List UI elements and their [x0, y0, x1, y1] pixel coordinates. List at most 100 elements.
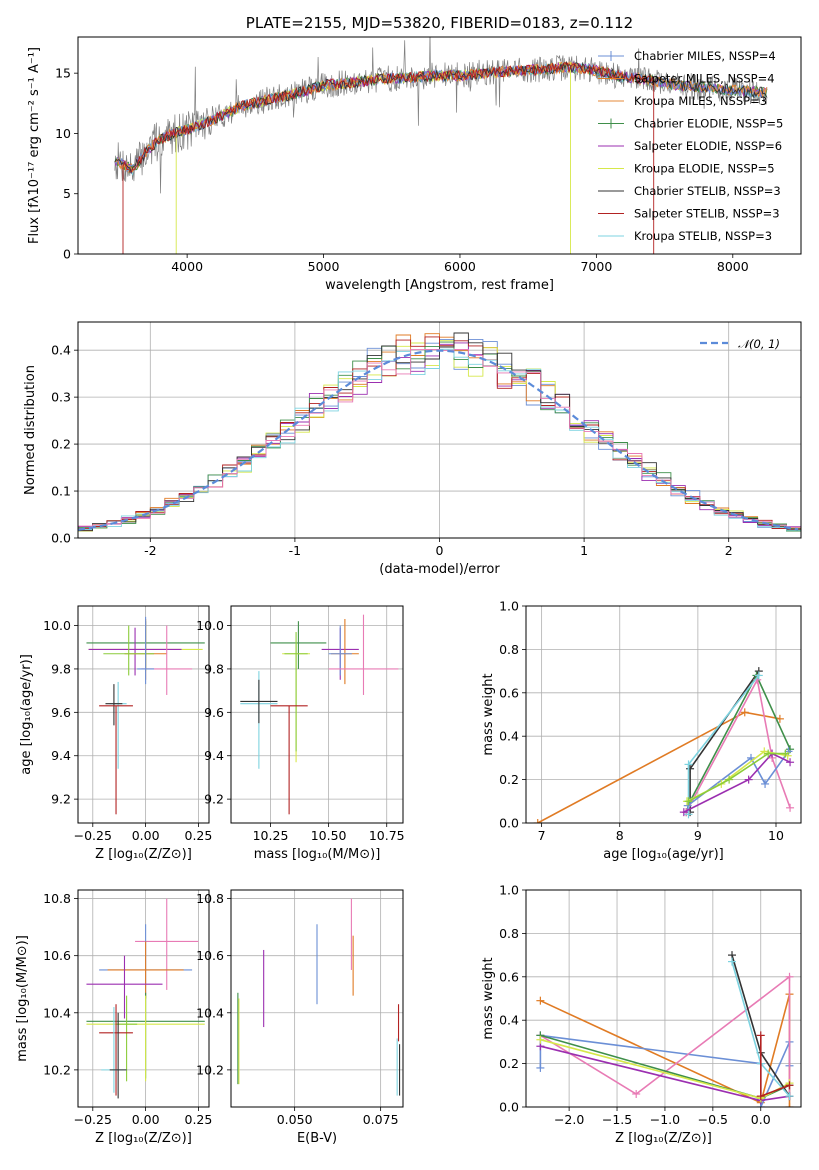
y-tick-label: 10.2 [43, 1062, 71, 1077]
x-axis-label: Z [log₁₀(Z/Z⊙)] [615, 1131, 712, 1146]
x-tick-label: 7 [538, 828, 546, 843]
weight-marker [786, 758, 795, 767]
y-tick-label: 9.2 [51, 792, 71, 807]
plot-area-mass_vs_ebv [237, 898, 401, 1096]
y-axis-label: mass weight [481, 673, 496, 755]
weight-marker [686, 764, 695, 773]
weight-marker [533, 819, 542, 823]
y-tick-label: 15 [55, 66, 71, 81]
errorbar-point [86, 995, 205, 1082]
y-tick-label: 5 [63, 186, 71, 201]
weight-line-pink [685, 677, 791, 813]
weight-marker [785, 1103, 794, 1107]
weight-marker [785, 1092, 794, 1101]
plot-area-residuals [78, 332, 801, 532]
legend-entry-label: Kroupa MILES, NSSP=3 [634, 94, 767, 108]
y-tick-label: 9.6 [51, 705, 71, 720]
weight-marker [684, 760, 693, 769]
y-tick-label: 0.3 [51, 390, 71, 405]
weight-marker [744, 775, 753, 784]
y-tick-label: 9.8 [51, 661, 71, 676]
y-axis-label: Normed distribution [23, 365, 38, 495]
axes-spectrum: 4000 5000 6000 7000 8000 0 5 10 15 wavelength [An… [27, 14, 802, 293]
y-tick-label: 1.0 [499, 599, 519, 614]
weight-marker [754, 671, 763, 680]
plot-area-age_vs_Z [86, 616, 205, 815]
x-tick-label: 10.50 [311, 828, 347, 843]
y-tick-label: 0.0 [499, 1100, 519, 1115]
errorbar-point [109, 1012, 127, 1099]
y-tick-label: 10 [55, 126, 71, 141]
x-tick-label: 0.25 [185, 1112, 213, 1127]
axes-frame [77, 36, 802, 255]
weight-marker [764, 749, 773, 758]
axes-weight_vs_Z: −2.0 −1.5 −1.0 −0.5 0.0 0.0 0.2 0.4 0.6 0.8 1.0 Z [… [481, 883, 802, 1146]
legend-entry-label: Salpeter STELIB, NSSP=3 [634, 207, 780, 221]
weight-marker [683, 801, 692, 810]
y-axis-label: Flux [fλ10⁻¹⁷ erg cm⁻² s⁻¹ A⁻¹] [27, 47, 42, 244]
errorbar-point [328, 614, 399, 695]
plot-area-age_vs_mass [240, 614, 399, 815]
legend-entry-label: Salpeter ELODIE, NSSP=6 [634, 139, 782, 153]
y-axis-label: mass weight [481, 957, 496, 1039]
plot-area-mass_vs_Z [86, 898, 205, 1099]
x-axis-label: mass [log₁₀(M/M⊙)] [254, 847, 381, 862]
errorbar-point [99, 1004, 133, 1096]
x-axis-label: Z [log₁₀(Z/Z⊙)] [95, 1131, 192, 1146]
errorbar-point [135, 898, 199, 990]
errorbar-point [103, 625, 155, 676]
errorbar-point [116, 995, 138, 1082]
y-tick-label: 10.6 [196, 948, 224, 963]
x-tick-label: -2 [144, 543, 156, 558]
x-axis-label: wavelength [Angstrom, rest frame] [325, 278, 554, 293]
errorbar-point [270, 705, 308, 815]
weight-line-salpeter-elodie [683, 752, 791, 813]
x-tick-label: 8 [616, 828, 624, 843]
weight-line-chabrier-miles [687, 750, 790, 807]
model-line-kroupa-elodie [175, 61, 571, 254]
y-tick-label: 0 [63, 247, 71, 262]
weight-marker [785, 972, 794, 981]
axes-frame [525, 889, 802, 1108]
x-tick-label: 0.25 [185, 828, 213, 843]
axes-age_vs_Z: −0.25 0.00 0.25 9.2 9.4 9.6 9.8 10.0 Z [log₁₀(Z/… [19, 605, 213, 862]
y-tick-label: 10.0 [196, 618, 224, 633]
weight-marker [679, 808, 688, 817]
chart-title: PLATE=2155, MJD=53820, FIBERID=0183, z=0… [246, 14, 633, 32]
errorbar-point [101, 1007, 127, 1093]
weight-line-chabrier-elodie [685, 673, 791, 813]
legend-entry-label: Salpeter MILES, NSSP=4 [634, 72, 775, 86]
y-tick-label: 9.8 [204, 661, 224, 676]
y-tick-label: 0.0 [51, 531, 71, 546]
y-tick-label: 0.2 [499, 772, 519, 787]
weight-line-lime [688, 752, 786, 803]
x-tick-label: 0 [436, 543, 444, 558]
weight-marker [725, 775, 734, 784]
axes-frame [230, 605, 404, 824]
legend-entry-label: Chabrier MILES, NSSP=4 [634, 49, 776, 63]
y-tick-label: 10.2 [196, 1062, 224, 1077]
errorbar-point [141, 625, 193, 695]
y-tick-label: 10.4 [196, 1005, 224, 1020]
weight-marker [684, 797, 693, 806]
y-tick-label: 0.8 [499, 926, 519, 941]
y-tick-label: 0.4 [499, 729, 519, 744]
y-tick-label: 9.4 [204, 748, 224, 763]
y-tick-label: 10.0 [43, 618, 71, 633]
weight-marker [536, 1035, 545, 1044]
x-tick-label: 1 [580, 543, 588, 558]
errorbar-point [137, 616, 155, 685]
x-tick-label: 0.075 [363, 1112, 399, 1127]
x-tick-label: −0.25 [74, 1112, 112, 1127]
x-axis-label: (data-model)/error [379, 562, 500, 577]
legend-entry-label: Kroupa STELIB, NSSP=3 [634, 229, 772, 243]
y-tick-label: 9.2 [204, 792, 224, 807]
axes-frame [525, 605, 802, 824]
x-tick-label: 6000 [444, 259, 476, 274]
x-tick-label: 0.050 [277, 1112, 313, 1127]
errorbar-point [330, 619, 359, 685]
weight-marker [684, 810, 693, 819]
x-tick-label: 8000 [717, 259, 749, 274]
y-tick-label: 9.6 [204, 705, 224, 720]
y-tick-label: 0.1 [51, 484, 71, 499]
